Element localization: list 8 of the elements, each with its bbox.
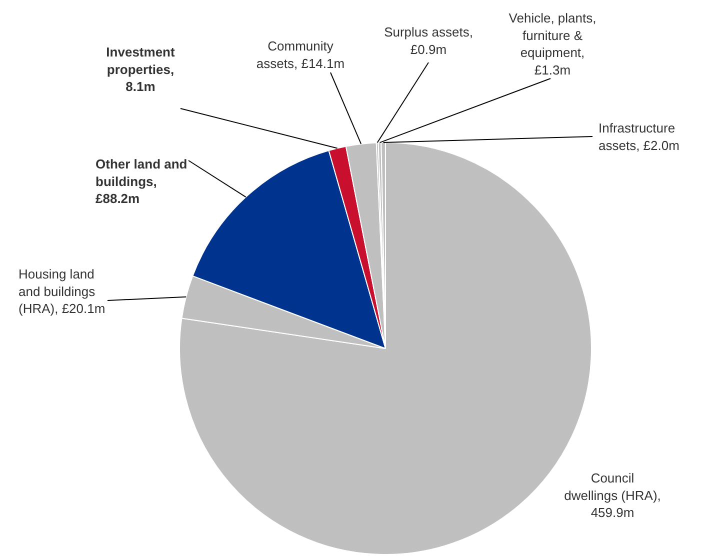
slice-label: Community assets, £14.1m: [256, 38, 345, 71]
slice-label: Housing land and buildings (HRA), £20.1m: [18, 266, 106, 316]
slice-label: Investment properties, 8.1m: [106, 44, 176, 94]
slice-label: Vehicle, plants, furniture & equipment, £1.3m: [508, 10, 596, 78]
slice-label: Infrastructure assets, £2.0m: [598, 120, 680, 153]
slice-label: Other land and buildings, £88.2m: [96, 156, 188, 206]
slice-label: Council dwellings (HRA), 459.9m: [564, 470, 661, 520]
slice-label: Surplus assets, £0.9m: [384, 24, 473, 57]
